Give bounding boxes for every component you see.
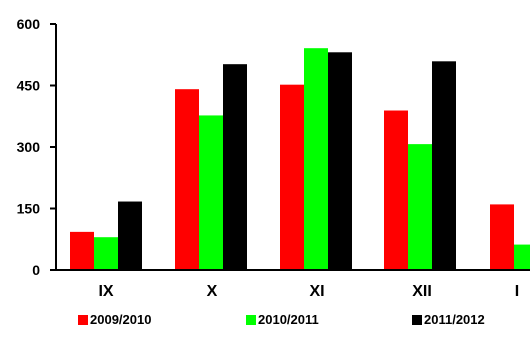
bar-2009-2010-XI [280, 84, 304, 271]
bar-2010-2011-XI [304, 48, 328, 270]
bar-2010-2011-XII [408, 144, 432, 270]
legend-item-2010-2011: 2010/2011 [246, 312, 319, 327]
x-category-label: XII [412, 283, 432, 300]
bar-2011-2012-XII [432, 61, 456, 271]
y-axis-labels: 0 150 300 450 600 [17, 16, 56, 278]
legend: 2009/2010 2010/2011 2011/2012 [0, 312, 530, 342]
legend-item-2009-2010: 2009/2010 [78, 312, 151, 327]
y-tick-label: 450 [17, 78, 41, 94]
bar-2011-2012-IX [118, 201, 142, 270]
bar-2010-2011-I [514, 244, 530, 270]
bar-2010-2011-X [199, 115, 223, 271]
y-tick-label: 150 [17, 201, 41, 217]
x-category-label: X [207, 283, 218, 300]
bar-2011-2012-XI [328, 52, 352, 270]
legend-label-2011-2012: 2011/2012 [424, 312, 485, 327]
y-tick-label: 300 [17, 139, 41, 155]
x-axis-labels: IX X XI XII I [98, 283, 519, 300]
x-category-label: IX [98, 283, 113, 300]
bar-2011-2012-X [223, 64, 247, 271]
x-category-label: XI [309, 283, 324, 300]
legend-label-2010-2011: 2010/2011 [258, 312, 319, 327]
legend-label-2009-2010: 2009/2010 [90, 312, 152, 327]
bar-2009-2010-I [490, 204, 514, 270]
bar-2009-2010-IX [70, 231, 94, 270]
x-category-label: I [515, 283, 519, 300]
legend-swatch-2009-2010 [78, 314, 88, 325]
legend-item-2011-2012: 2011/2012 [412, 312, 485, 327]
legend-swatch-2010-2011 [246, 314, 256, 325]
bars [70, 48, 530, 271]
y-tick-label: 0 [32, 262, 40, 278]
bar-2009-2010-X [175, 89, 199, 270]
y-tick-label: 600 [17, 16, 41, 32]
bar-2010-2011-IX [94, 237, 118, 270]
legend-swatch-2011-2012 [412, 314, 422, 325]
bar-2009-2010-XII [384, 110, 408, 270]
